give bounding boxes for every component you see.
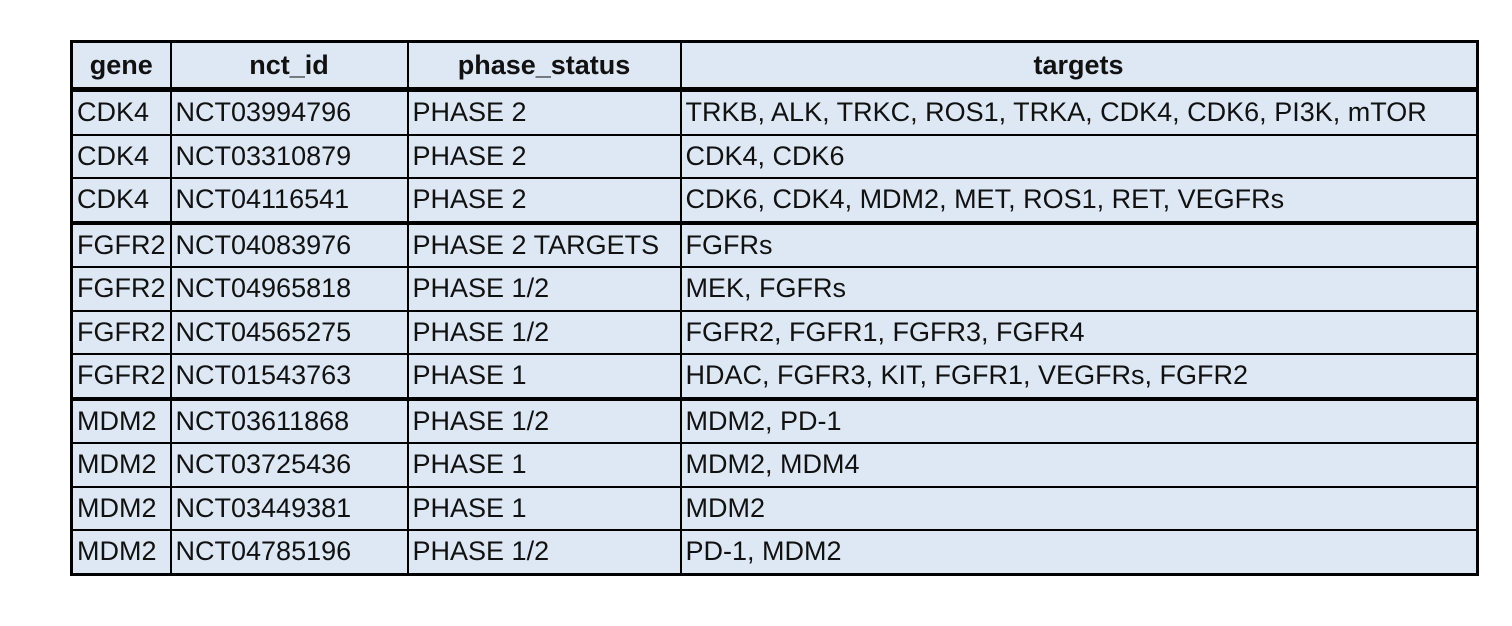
nct-id-cell: NCT03449381 — [169, 485, 409, 531]
phase-status-cell: PHASE 1/2 — [406, 529, 682, 575]
phase-status-cell: PHASE 1 — [406, 442, 682, 488]
gene-cell: MDM2 — [70, 442, 172, 488]
nct-id-cell: NCT04116541 — [169, 177, 409, 224]
targets-cell: MDM2 — [679, 485, 1479, 531]
nct-id-cell: NCT03725436 — [169, 442, 409, 488]
gene-cell: CDK4 — [70, 88, 172, 136]
targets-cell: PD-1, MDM2 — [679, 529, 1479, 575]
gene-cell: FGFR2 — [70, 266, 172, 312]
phase-status-cell: PHASE 1 — [406, 353, 682, 400]
nct-id-cell: NCT03994796 — [169, 88, 409, 136]
targets-cell: MDM2, PD-1 — [679, 397, 1479, 444]
nct-id-cell: NCT04785196 — [169, 529, 409, 575]
nct-id-cell: NCT04965818 — [169, 266, 409, 312]
table-row: MDM2 NCT03611868 PHASE 1/2 MDM2, PD-1 — [70, 397, 1479, 444]
targets-cell: FGFRs — [679, 221, 1479, 268]
gene-cell: CDK4 — [70, 177, 172, 224]
nct-id-cell: NCT04083976 — [169, 221, 409, 268]
phase-status-cell: PHASE 2 — [406, 133, 682, 179]
header-row: gene nct_id phase_status targets — [70, 40, 1479, 91]
targets-cell: MEK, FGFRs — [679, 266, 1479, 312]
table-row: MDM2 NCT04785196 PHASE 1/2 PD-1, MDM2 — [70, 529, 1479, 575]
trials-table: gene nct_id phase_status targets CDK4 NCT… — [70, 40, 1479, 576]
table-row: FGFR2 NCT04083976 PHASE 2 TARGETS FGFRs — [70, 221, 1479, 268]
gene-cell: MDM2 — [70, 529, 172, 575]
nct-id-cell: NCT03310879 — [169, 133, 409, 179]
table-row: CDK4 NCT04116541 PHASE 2 CDK6, CDK4, MDM2, … — [70, 177, 1479, 224]
targets-cell: TRKB, ALK, TRKC, ROS1, TRKA, CDK4, CDK6,… — [679, 88, 1479, 136]
table-row: MDM2 NCT03449381 PHASE 1 MDM2 — [70, 485, 1479, 531]
table-row: FGFR2 NCT04565275 PHASE 1/2 FGFR2, FGFR1, F… — [70, 309, 1479, 355]
nct-id-cell: NCT04565275 — [169, 309, 409, 355]
nct-id-cell: NCT01543763 — [169, 353, 409, 400]
targets-cell: CDK6, CDK4, MDM2, MET, ROS1, RET, VEGFRs — [679, 177, 1479, 224]
phase-status-cell: PHASE 2 TARGETS — [406, 221, 682, 268]
targets-cell: FGFR2, FGFR1, FGFR3, FGFR4 — [679, 309, 1479, 355]
table-row: MDM2 NCT03725436 PHASE 1 MDM2, MDM4 — [70, 442, 1479, 488]
header-nct-id: nct_id — [169, 40, 409, 91]
targets-cell: HDAC, FGFR3, KIT, FGFR1, VEGFRs, FGFR2 — [679, 353, 1479, 400]
phase-status-cell: PHASE 2 — [406, 177, 682, 224]
nct-id-cell: NCT03611868 — [169, 397, 409, 444]
gene-cell: FGFR2 — [70, 309, 172, 355]
phase-status-cell: PHASE 2 — [406, 88, 682, 136]
gene-cell: FGFR2 — [70, 353, 172, 400]
table-row: CDK4 NCT03310879 PHASE 2 CDK4, CDK6 — [70, 133, 1479, 179]
phase-status-cell: PHASE 1 — [406, 485, 682, 531]
table-row: FGFR2 NCT04965818 PHASE 1/2 MEK, FGFRs — [70, 266, 1479, 312]
gene-cell: FGFR2 — [70, 221, 172, 268]
phase-status-cell: PHASE 1/2 — [406, 397, 682, 444]
phase-status-cell: PHASE 1/2 — [406, 309, 682, 355]
phase-status-cell: PHASE 1/2 — [406, 266, 682, 312]
targets-cell: MDM2, MDM4 — [679, 442, 1479, 488]
targets-cell: CDK4, CDK6 — [679, 133, 1479, 179]
header-gene: gene — [70, 40, 172, 91]
gene-cell: MDM2 — [70, 485, 172, 531]
table-row: CDK4 NCT03994796 PHASE 2 TRKB, ALK, TRKC, R… — [70, 88, 1479, 136]
gene-cell: CDK4 — [70, 133, 172, 179]
gene-cell: MDM2 — [70, 397, 172, 444]
header-targets: targets — [679, 40, 1479, 91]
header-phase-status: phase_status — [406, 40, 682, 91]
table-row: FGFR2 NCT01543763 PHASE 1 HDAC, FGFR3, KIT,… — [70, 353, 1479, 400]
